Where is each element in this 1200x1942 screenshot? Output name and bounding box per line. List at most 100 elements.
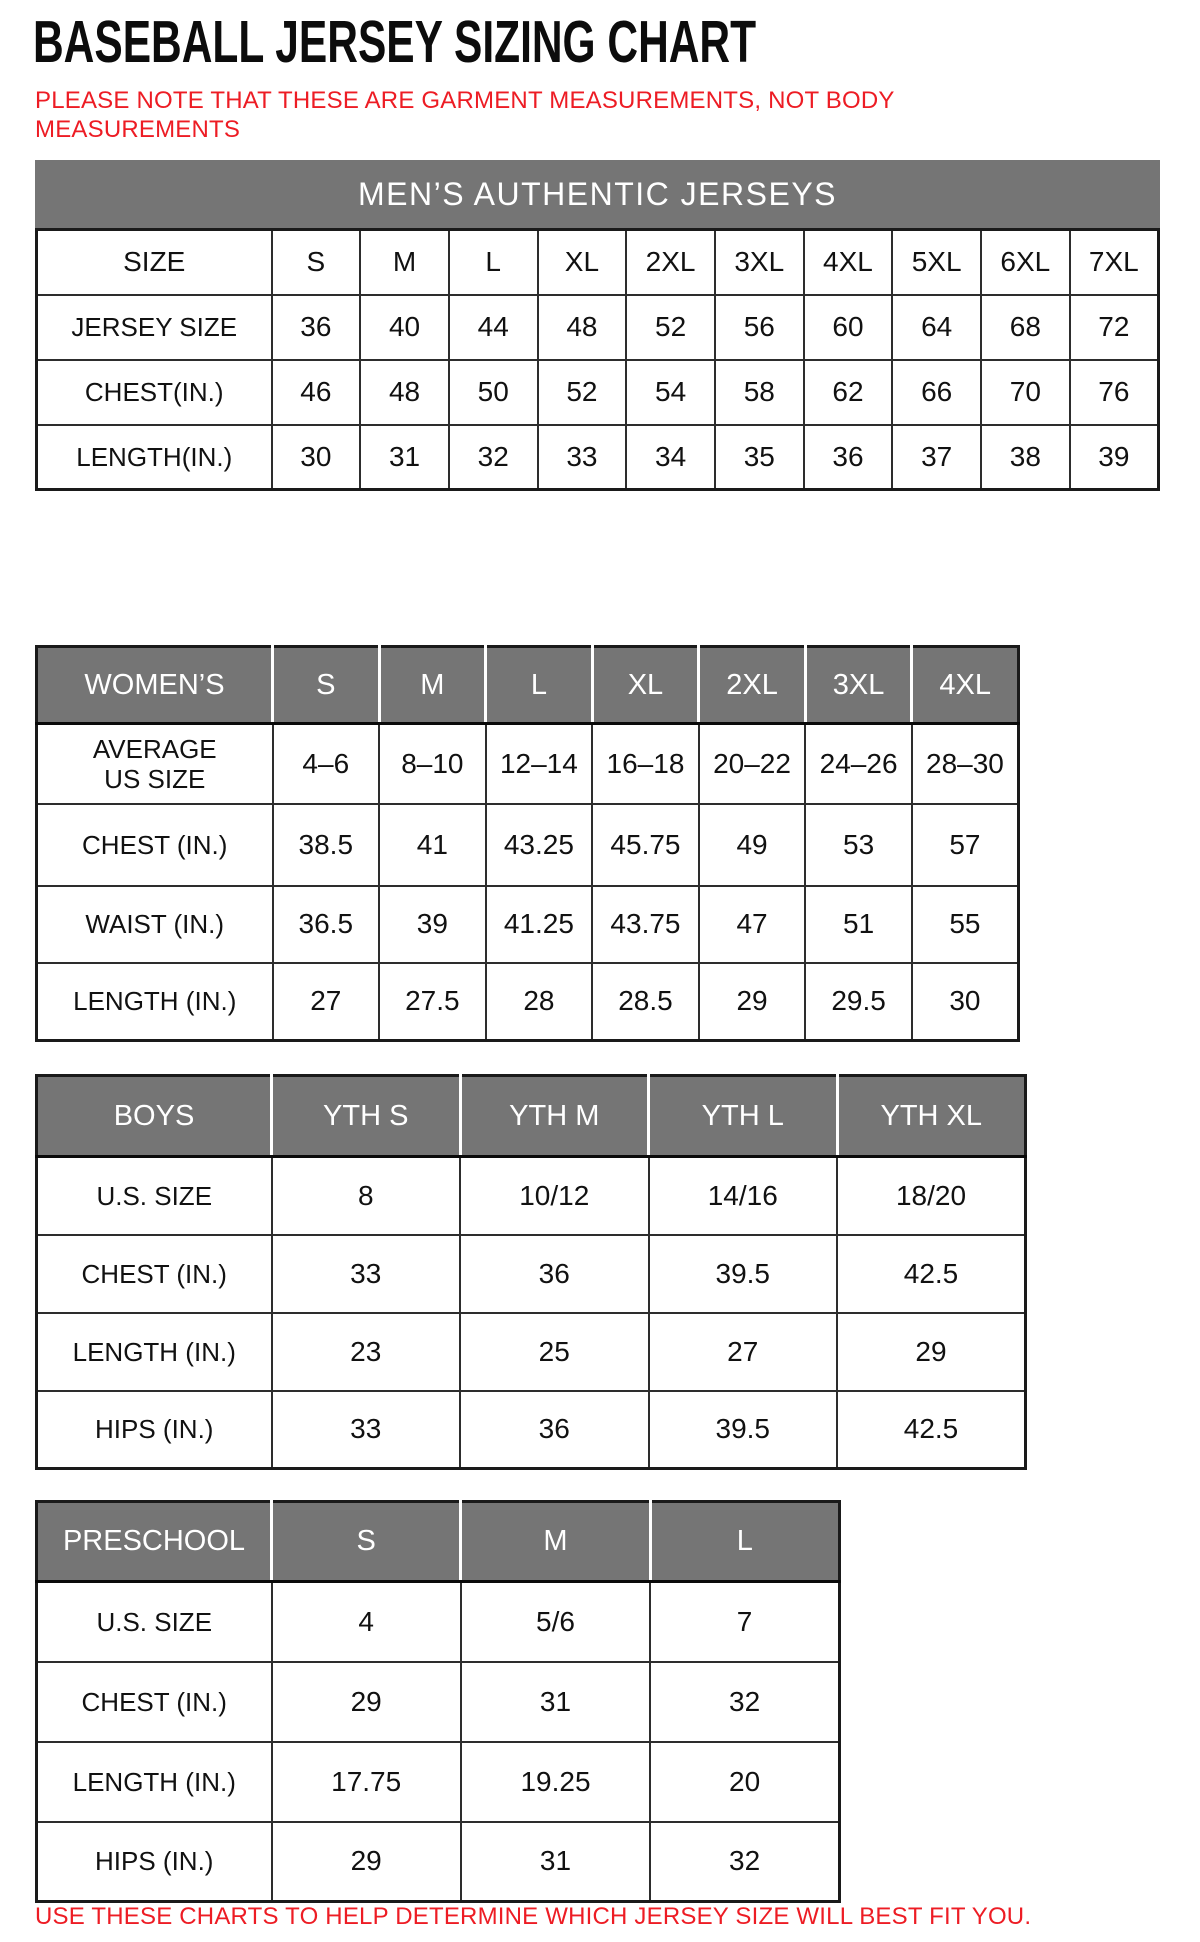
cell: 48 bbox=[536, 293, 628, 361]
boys-sizing-table: BOYS YTH S YTH M YTH L YTH XL U.S. SIZE … bbox=[35, 1074, 1027, 1470]
col-header: 2XL bbox=[625, 228, 716, 296]
table-row: CHEST (IN.) 29 31 32 bbox=[35, 1660, 841, 1743]
col-header: BOYS bbox=[35, 1074, 273, 1158]
cell: 14/16 bbox=[647, 1155, 838, 1236]
cell: 42.5 bbox=[836, 1233, 1027, 1314]
cell: 49 bbox=[697, 802, 807, 887]
row-label: CHEST (IN.) bbox=[35, 1660, 273, 1743]
cell: 20 bbox=[649, 1740, 841, 1823]
cell: 45.75 bbox=[591, 802, 700, 887]
cell: 32 bbox=[649, 1660, 841, 1743]
cell: 4 bbox=[270, 1580, 462, 1663]
col-header: L bbox=[447, 228, 539, 296]
mens-table-title: MEN’S AUTHENTIC JERSEYS bbox=[357, 175, 837, 212]
col-header: 4XL bbox=[910, 645, 1020, 725]
page-title: BASEBALL JERSEY SIZING CHART bbox=[33, 9, 757, 75]
table-row: LENGTH (IN.) 17.75 19.25 20 bbox=[35, 1740, 841, 1823]
cell: 25 bbox=[459, 1311, 650, 1392]
table-row: LENGTH (IN.) 23 25 27 29 bbox=[35, 1311, 1027, 1392]
cell: 17.75 bbox=[270, 1740, 462, 1823]
col-header: XL bbox=[536, 228, 628, 296]
cell: 42.5 bbox=[836, 1389, 1027, 1470]
cell: 40 bbox=[359, 293, 450, 361]
table-row: CHEST(IN.) 46 48 50 52 54 58 62 66 70 76 bbox=[35, 358, 1160, 426]
mens-table-title-bar: MEN’S AUTHENTIC JERSEYS bbox=[35, 160, 1160, 228]
cell: 23 bbox=[270, 1311, 461, 1392]
col-header: L bbox=[484, 645, 594, 725]
cell: 57 bbox=[910, 802, 1020, 887]
cell: 72 bbox=[1068, 293, 1160, 361]
col-header: L bbox=[648, 1500, 841, 1583]
col-header: 7XL bbox=[1068, 228, 1160, 296]
preschool-header-row: PRESCHOOL S M L bbox=[35, 1500, 841, 1583]
cell: 32 bbox=[649, 1820, 841, 1903]
table-row: CHEST (IN.) 33 36 39.5 42.5 bbox=[35, 1233, 1027, 1314]
preschool-sizing-table: PRESCHOOL S M L U.S. SIZE 4 5/6 7 CHEST … bbox=[35, 1500, 841, 1903]
cell: 7 bbox=[649, 1580, 841, 1663]
boys-header-row: BOYS YTH S YTH M YTH L YTH XL bbox=[35, 1074, 1027, 1158]
cell: 41 bbox=[378, 802, 487, 887]
cell: 28 bbox=[484, 961, 594, 1042]
row-label: U.S. SIZE bbox=[35, 1580, 273, 1663]
cell: 38 bbox=[980, 423, 1071, 491]
col-header: XL bbox=[590, 645, 700, 725]
row-label: LENGTH (IN.) bbox=[35, 961, 274, 1042]
row-label: U.S. SIZE bbox=[35, 1155, 273, 1236]
row-label: LENGTH (IN.) bbox=[35, 1311, 273, 1392]
table-row: U.S. SIZE 4 5/6 7 bbox=[35, 1580, 841, 1663]
row-label: LENGTH(IN.) bbox=[35, 423, 273, 491]
col-header: 3XL bbox=[803, 645, 913, 725]
table-row: LENGTH(IN.) 30 31 32 33 34 35 36 37 38 3… bbox=[35, 423, 1160, 491]
col-header: M bbox=[459, 1500, 652, 1583]
col-header: 5XL bbox=[891, 228, 982, 296]
cell: 39 bbox=[378, 884, 487, 964]
cell: 43.75 bbox=[591, 884, 700, 964]
col-header: YTH S bbox=[270, 1074, 461, 1158]
mens-header-row: SIZE S M L XL 2XL 3XL 4XL 5XL 6XL 7XL bbox=[35, 228, 1160, 296]
cell: 56 bbox=[713, 293, 805, 361]
row-label: HIPS (IN.) bbox=[35, 1389, 273, 1470]
table-row: HIPS (IN.) 29 31 32 bbox=[35, 1820, 841, 1903]
cell: 58 bbox=[713, 358, 805, 426]
row-label: CHEST(IN.) bbox=[35, 358, 273, 426]
cell: 52 bbox=[625, 293, 716, 361]
cell: 29 bbox=[270, 1820, 462, 1903]
cell: 33 bbox=[270, 1389, 461, 1470]
row-label: LENGTH (IN.) bbox=[35, 1740, 273, 1823]
cell: 43.25 bbox=[484, 802, 594, 887]
cell: 33 bbox=[536, 423, 628, 491]
col-header: M bbox=[359, 228, 450, 296]
cell: 30 bbox=[910, 961, 1020, 1042]
table-row: CHEST (IN.) 38.5 41 43.25 45.75 49 53 57 bbox=[35, 802, 1020, 887]
col-header: YTH M bbox=[458, 1074, 650, 1158]
womens-sizing-table: WOMEN’S S M L XL 2XL 3XL 4XL AVERAGE US … bbox=[35, 645, 1020, 1042]
row-label: JERSEY SIZE bbox=[35, 293, 273, 361]
col-header: S bbox=[269, 1500, 462, 1583]
cell: 39 bbox=[1068, 423, 1160, 491]
cell: 8–10 bbox=[378, 722, 487, 805]
womens-header-row: WOMEN’S S M L XL 2XL 3XL 4XL bbox=[35, 645, 1020, 725]
cell: 44 bbox=[447, 293, 539, 361]
col-header: 3XL bbox=[713, 228, 805, 296]
cell: 52 bbox=[536, 358, 628, 426]
cell: 18/20 bbox=[836, 1155, 1027, 1236]
cell: 46 bbox=[270, 358, 362, 426]
cell: 31 bbox=[359, 423, 450, 491]
row-label: WAIST (IN.) bbox=[35, 884, 274, 964]
cell: 19.25 bbox=[459, 1740, 652, 1823]
cell: 68 bbox=[980, 293, 1071, 361]
cell: 27.5 bbox=[378, 961, 487, 1042]
cell: 27 bbox=[271, 961, 381, 1042]
cell: 76 bbox=[1068, 358, 1160, 426]
cell: 48 bbox=[359, 358, 450, 426]
table-row: LENGTH (IN.) 27 27.5 28 28.5 29 29.5 30 bbox=[35, 961, 1020, 1042]
cell: 36.5 bbox=[271, 884, 381, 964]
cell: 60 bbox=[802, 293, 894, 361]
cell: 32 bbox=[447, 423, 539, 491]
row-label: CHEST (IN.) bbox=[35, 802, 274, 887]
table-row: U.S. SIZE 8 10/12 14/16 18/20 bbox=[35, 1155, 1027, 1236]
note-line-2: MEASUREMENTS bbox=[35, 116, 241, 143]
cell: 33 bbox=[270, 1233, 461, 1314]
mens-sizing-table: SIZE S M L XL 2XL 3XL 4XL 5XL 6XL 7XL JE… bbox=[35, 228, 1160, 491]
cell: 55 bbox=[910, 884, 1020, 964]
